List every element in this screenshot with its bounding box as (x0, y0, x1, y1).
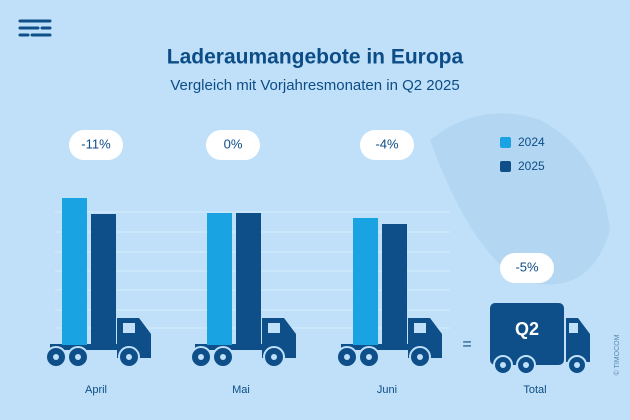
wheel-hub (220, 354, 226, 360)
equals-sign: = (462, 336, 471, 353)
total-box-label: Q2 (515, 319, 539, 339)
bar (353, 218, 378, 345)
change-label: -4% (375, 136, 399, 151)
bar (207, 213, 232, 345)
wheel-hub (417, 354, 423, 360)
change-pill (360, 130, 414, 160)
legend-label: 2025 (518, 159, 545, 173)
cab-window (414, 323, 426, 333)
x-tick-label: April (85, 384, 107, 396)
chart-title: Laderaumangebote in Europa (167, 46, 464, 69)
wheel-hub (344, 354, 350, 360)
x-tick-label: Juni (377, 384, 397, 396)
change-pill (500, 253, 554, 283)
x-tick-label: Mai (232, 384, 250, 396)
wheel-hub (366, 354, 372, 360)
chart-subtitle: Vergleich mit Vorjahresmonaten in Q2 202… (170, 77, 459, 94)
map-shape (430, 113, 610, 285)
bar (382, 224, 407, 345)
change-label: 0% (224, 136, 243, 151)
wheel-hub (53, 354, 59, 360)
cab-window (268, 323, 280, 333)
legend-swatch (500, 161, 511, 172)
x-tick-label: Total (523, 384, 546, 396)
logo (18, 19, 52, 37)
cab-window (123, 323, 135, 333)
credit: © TIMOCOM (613, 334, 621, 375)
truck-chassis (50, 344, 151, 350)
wheel-hub (523, 362, 529, 368)
wheel-hub (500, 362, 506, 368)
wheel-hub (126, 354, 132, 360)
change-pill (206, 130, 260, 160)
change-label: -11% (81, 136, 111, 151)
wheel-hub (198, 354, 204, 360)
wheel-hub (271, 354, 277, 360)
change-pill (69, 130, 123, 160)
bar (91, 214, 116, 345)
truck-chassis (341, 344, 442, 350)
legend-label: 2024 (518, 135, 545, 149)
wheel-hub (574, 362, 580, 368)
total-box (490, 303, 564, 365)
change-label: -5% (515, 259, 539, 274)
truck-chassis (195, 344, 296, 350)
bar (236, 213, 261, 345)
bar (62, 198, 87, 345)
wheel-hub (75, 354, 81, 360)
legend-swatch (500, 137, 511, 148)
cab-window (569, 323, 578, 333)
